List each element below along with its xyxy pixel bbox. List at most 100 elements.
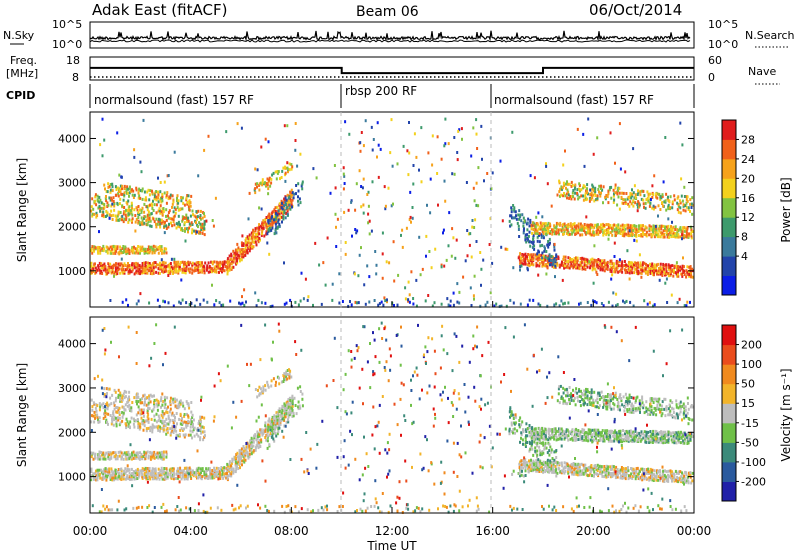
heatmap-cell	[189, 224, 192, 228]
heatmap-cell	[528, 240, 531, 244]
heatmap-cell	[157, 251, 160, 255]
heatmap-cell	[157, 217, 160, 221]
heatmap-cell	[590, 193, 593, 197]
heatmap-cell	[162, 424, 165, 427]
heatmap-cell	[274, 210, 277, 213]
heatmap-cell	[654, 205, 657, 209]
heatmap-cell	[537, 469, 540, 473]
heatmap-cell	[655, 228, 658, 232]
heatmap-cell	[185, 471, 188, 475]
heatmap-cell	[295, 184, 298, 187]
heatmap-cell	[530, 458, 532, 462]
heatmap-cell	[236, 242, 239, 246]
heatmap-cell	[685, 201, 688, 205]
heatmap-cell	[204, 470, 207, 474]
heatmap-cell	[221, 472, 224, 476]
heatmap-cell	[164, 300, 166, 304]
heatmap-cell	[109, 475, 112, 479]
heatmap-cell	[605, 233, 608, 237]
heatmap-cell	[566, 228, 569, 232]
heatmap-cell	[164, 261, 167, 265]
heatmap-cell	[148, 469, 151, 473]
heatmap-cell	[343, 174, 346, 178]
heatmap-cell	[521, 213, 524, 217]
heatmap-cell	[168, 262, 171, 266]
heatmap-cell	[526, 266, 529, 270]
heatmap-cell	[530, 258, 533, 262]
heatmap-cell	[285, 412, 288, 416]
heatmap-cell	[544, 441, 547, 445]
heatmap-cell	[232, 249, 235, 253]
heatmap-cell	[665, 265, 668, 269]
heatmap-cell	[654, 229, 657, 233]
heatmap-cell	[658, 473, 661, 477]
heatmap-cell	[602, 185, 605, 189]
heatmap-cell	[185, 301, 188, 305]
heatmap-cell	[520, 459, 523, 463]
heatmap-cell	[253, 237, 256, 241]
heatmap-cell	[186, 194, 189, 197]
heatmap-cell	[136, 467, 139, 471]
heatmap-cell	[661, 473, 664, 477]
heatmap-cell	[612, 188, 615, 192]
heatmap-cell	[249, 439, 252, 443]
heatmap-cell	[609, 226, 612, 230]
heatmap-cell	[191, 231, 193, 235]
heatmap-cell	[637, 472, 640, 475]
heatmap-cell	[153, 197, 156, 201]
heatmap-cell	[261, 178, 264, 182]
heatmap-cell	[585, 225, 588, 229]
heatmap-cell	[122, 457, 125, 461]
heatmap-cell	[238, 462, 241, 465]
heatmap-cell	[289, 403, 292, 407]
heatmap-cell	[230, 474, 233, 478]
heatmap-cell	[230, 467, 233, 471]
heatmap-cell	[562, 258, 565, 261]
heatmap-cell	[230, 464, 232, 468]
heatmap-cell	[582, 132, 585, 136]
heatmap-cell	[128, 205, 131, 209]
heatmap-cell	[616, 473, 619, 477]
heatmap-cell	[531, 447, 534, 451]
heatmap-cell	[160, 469, 163, 473]
heatmap-cell	[257, 432, 260, 436]
heatmap-cell	[220, 303, 223, 307]
heatmap-cell	[148, 396, 151, 400]
heatmap-cell	[667, 232, 670, 236]
heatmap-cell	[119, 393, 122, 397]
heatmap-cell	[273, 218, 275, 222]
heatmap-cell	[195, 210, 198, 214]
heatmap-cell	[195, 263, 198, 267]
heatmap-cell	[102, 215, 105, 219]
heatmap-cell	[620, 264, 623, 268]
heatmap-cell	[567, 301, 570, 305]
heatmap-cell	[202, 228, 205, 232]
heatmap-cell	[256, 442, 259, 446]
heatmap-cell	[134, 265, 137, 269]
heatmap-cell	[418, 168, 420, 172]
heatmap-cell	[95, 478, 98, 482]
heatmap-cell	[143, 261, 145, 265]
heatmap-cell	[689, 198, 692, 202]
heatmap-cell	[185, 466, 188, 470]
heatmap-cell	[217, 470, 220, 474]
heatmap-cell	[272, 437, 275, 441]
heatmap-cell	[408, 300, 411, 304]
heatmap-cell	[122, 264, 125, 268]
heatmap-cell	[123, 270, 126, 273]
heatmap-cell	[262, 389, 265, 393]
heatmap-cell	[165, 265, 168, 269]
heatmap-cell	[97, 206, 100, 210]
heatmap-cell	[157, 428, 160, 432]
heatmap-cell	[609, 269, 612, 273]
heatmap-cell	[258, 440, 261, 444]
heatmap-cell	[691, 212, 694, 216]
heatmap-cell	[173, 206, 176, 210]
heatmap-cell	[678, 297, 681, 301]
heatmap-cell	[534, 225, 537, 229]
heatmap-cell	[241, 243, 244, 247]
heatmap-cell	[267, 214, 270, 218]
heatmap-cell	[448, 211, 451, 215]
heatmap-cell	[201, 469, 204, 472]
heatmap-cell	[564, 224, 566, 228]
